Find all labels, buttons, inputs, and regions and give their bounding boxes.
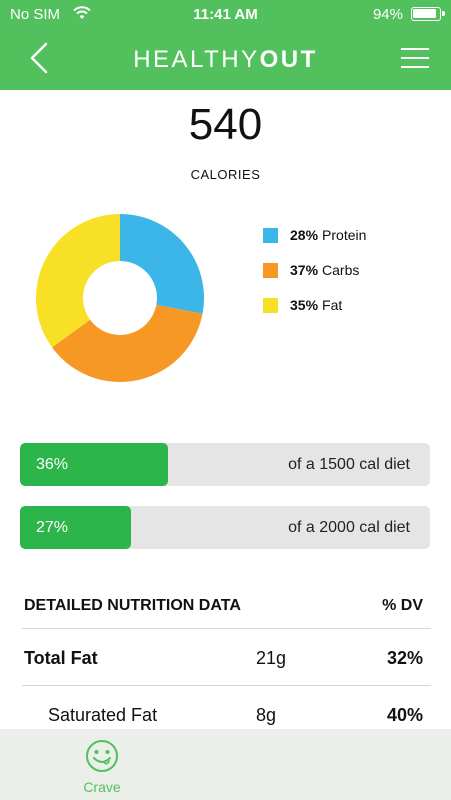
nutrition-table-header: DETAILED NUTRITION DATA % DV — [22, 596, 431, 629]
table-row: Total Fat 21g 32% — [22, 629, 431, 686]
crave-tab[interactable]: Crave — [72, 735, 132, 797]
nutrition-header-title: DETAILED NUTRITION DATA — [24, 597, 241, 614]
legend-pct: 28% — [290, 227, 319, 243]
brand-bold: OUT — [259, 46, 318, 73]
legend-item-carbs: 37% Carbs — [263, 261, 366, 279]
diet-bar-fill — [20, 506, 131, 549]
brand-logo: HEALTHYOUT — [0, 46, 451, 74]
legend-pct: 35% — [290, 297, 319, 313]
chevron-left-icon — [30, 42, 48, 74]
donut-slice-fat — [35, 214, 120, 348]
macro-legend: 28% Protein 37% Carbs 35% Fat — [263, 226, 366, 331]
nutrient-name: Total Fat — [24, 648, 98, 668]
top-bar: No SIM 11:41 AM 94% HEALTHYOUT — [0, 0, 451, 90]
legend-label: Protein — [322, 227, 367, 243]
diet-bar-2000: 27% of a 2000 cal diet — [20, 506, 430, 549]
calories-label: CALORIES — [190, 167, 261, 182]
smiley-face-icon — [86, 740, 118, 772]
diet-bar-label: of a 1500 cal diet — [288, 456, 410, 473]
legend-swatch — [263, 297, 278, 313]
diet-bar-percent: 27% — [36, 519, 69, 536]
legend-label: Fat — [322, 297, 343, 313]
legend-swatch — [263, 227, 278, 243]
nutrient-dv: 40% — [386, 705, 423, 725]
nutrition-header-dv: % DV — [382, 597, 423, 614]
legend-pct: 37% — [290, 262, 319, 278]
donut-slice-protein — [120, 214, 205, 314]
macro-donut-chart — [35, 214, 205, 383]
calories-value: 540 — [188, 100, 263, 149]
diet-bar-fill — [20, 443, 168, 486]
donut-slice-carbs — [52, 304, 203, 383]
hamburger-icon — [401, 48, 429, 50]
legend-swatch — [263, 262, 278, 278]
back-button[interactable] — [28, 40, 52, 76]
menu-button[interactable] — [401, 48, 429, 70]
nutrient-amount: 21g — [256, 648, 287, 668]
carrier-label: No SIM — [10, 6, 61, 23]
nutrient-dv: 32% — [386, 648, 423, 668]
brand-light: HEALTHY — [133, 46, 260, 73]
status-time: 11:41 AM — [193, 6, 258, 23]
legend-item-fat: 35% Fat — [263, 296, 366, 314]
nutrient-amount: 8g — [256, 705, 277, 725]
nutrient-name: Saturated Fat — [48, 705, 158, 725]
battery-icon — [411, 7, 445, 21]
diet-bar-label: of a 2000 cal diet — [288, 519, 410, 536]
wifi-icon — [72, 4, 92, 24]
diet-bar-1500: 36% of a 1500 cal diet — [20, 443, 430, 486]
legend-label: Carbs — [322, 262, 360, 278]
crave-label: Crave — [83, 779, 121, 795]
legend-item-protein: 28% Protein — [263, 226, 366, 244]
diet-bar-percent: 36% — [36, 456, 69, 473]
status-bar: No SIM 11:41 AM 94% — [0, 0, 451, 30]
battery-percent: 94% — [372, 6, 403, 23]
bottom-nav: Crave — [0, 729, 451, 800]
